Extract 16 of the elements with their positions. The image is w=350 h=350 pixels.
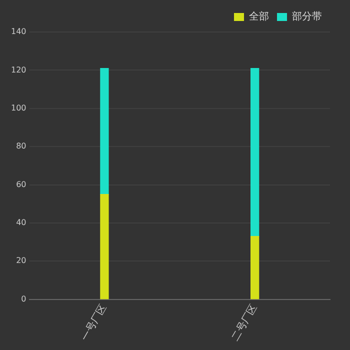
x-tick-label: 二号厂区 bbox=[230, 302, 260, 343]
y-tick-label: 60 bbox=[16, 180, 26, 189]
bar bbox=[100, 194, 109, 300]
bar bbox=[250, 68, 260, 237]
legend-label: 全部 bbox=[249, 10, 269, 23]
y-tick-label: 100 bbox=[10, 103, 26, 112]
bar bbox=[100, 68, 109, 195]
y-tick-label: 20 bbox=[16, 256, 26, 266]
y-tick-label: 120 bbox=[10, 65, 26, 74]
legend-label: 部分带 bbox=[292, 10, 322, 23]
y-tick-label: 0 bbox=[21, 294, 26, 304]
bar bbox=[250, 236, 260, 300]
y-tick-label: 140 bbox=[10, 27, 26, 36]
x-tick-label: 一号厂区 bbox=[80, 302, 110, 343]
y-tick-label: 80 bbox=[16, 142, 26, 151]
y-tick-label: 40 bbox=[16, 218, 26, 228]
